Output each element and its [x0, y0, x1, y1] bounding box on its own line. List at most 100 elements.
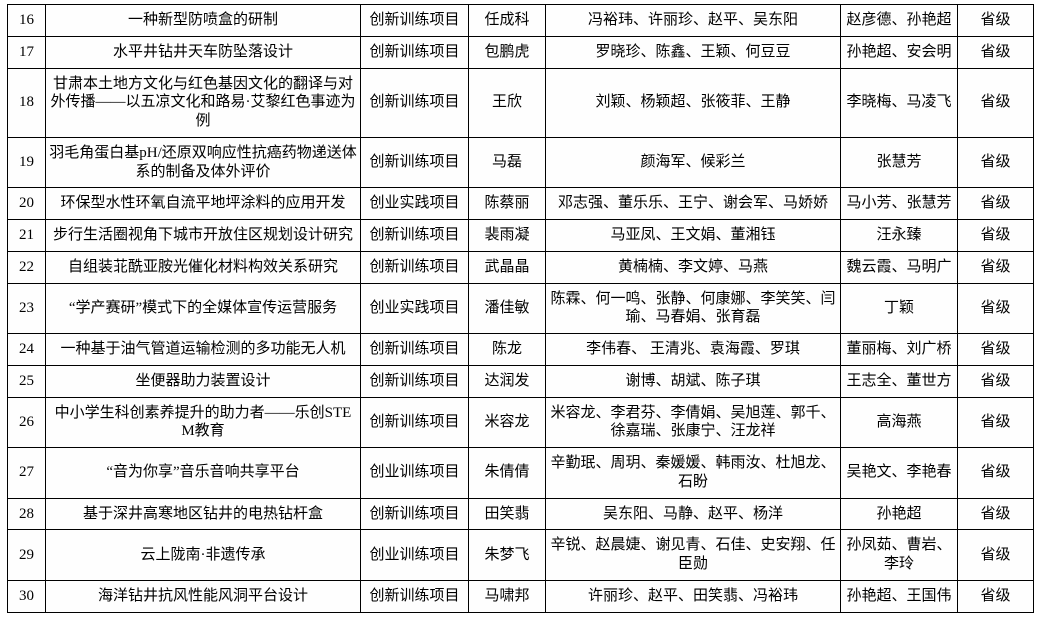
project-title-cell: 步行生活圈视角下城市开放住区规划设计研究	[45, 219, 361, 252]
project-advisors-cell: 马小芳、张慧芳	[840, 187, 958, 220]
table-row: 16 一种新型防喷盒的研制 创新训练项目 任成科 冯裕玮、许丽珍、赵平、吴东阳 赵彦德、孙…	[7, 4, 1034, 37]
row-number-cell: 27	[7, 447, 46, 499]
project-members-cell: 冯裕玮、许丽珍、赵平、吴东阳	[545, 4, 841, 37]
project-type-cell: 创新训练项目	[360, 219, 469, 252]
project-leader-cell: 陈龙	[468, 333, 546, 366]
project-leader-cell: 裴雨凝	[468, 219, 546, 252]
project-type-cell: 创新训练项目	[360, 136, 469, 189]
project-title-cell: 一种基于油气管道运输检测的多功能无人机	[45, 333, 361, 366]
project-leader-cell: 米容龙	[468, 396, 546, 448]
project-level-cell: 省级	[957, 4, 1034, 37]
table-row: 19 羽毛角蛋白基pH/还原双响应性抗癌药物递送体系的制备及体外评价 创新训练项目马…	[7, 136, 1034, 189]
project-leader-cell: 任成科	[468, 4, 546, 37]
project-advisors-cell: 王志全、董世方	[840, 364, 958, 398]
project-members-cell: 邓志强、董乐乐、王宁、谢会军、马娇娇	[545, 187, 841, 220]
project-members-cell: 马亚凤、王文娟、董湘钰	[545, 219, 841, 252]
project-type-cell: 创业训练项目	[360, 447, 469, 499]
project-type-cell: 创新训练项目	[360, 396, 469, 448]
project-members-cell: 米容龙、李君芬、李倩娟、吴旭莲、郭千、徐嘉瑞、张康宁、汪龙祥	[545, 396, 841, 448]
project-advisors-cell: 孙艳超、安会明	[840, 35, 958, 69]
table-row: 29 云上陇南·非遗传承 创业训练项目 朱梦飞 辛锐、赵晨婕、谢见青、石佳、史安翔、任臣…	[7, 529, 1034, 581]
project-advisors-cell: 高海燕	[840, 396, 958, 448]
project-members-cell: 刘颖、杨颖超、张筱菲、王静	[545, 67, 841, 138]
project-leader-cell: 包鹏虎	[468, 35, 546, 69]
row-number-cell: 23	[7, 282, 46, 334]
project-members-cell: 辛勤珉、周玥、秦媛媛、韩雨汝、杜旭龙、石盼	[545, 447, 841, 499]
projects-table-body: 16 一种新型防喷盒的研制 创新训练项目 任成科 冯裕玮、许丽珍、赵平、吴东阳 赵彦德、孙…	[7, 4, 1034, 613]
project-leader-cell: 朱倩倩	[468, 447, 546, 499]
project-members-cell: 吴东阳、马静、赵平、杨洋	[545, 497, 841, 531]
project-level-cell: 省级	[957, 187, 1034, 220]
project-type-cell: 创业实践项目	[360, 187, 469, 220]
project-level-cell: 省级	[957, 396, 1034, 448]
project-level-cell: 省级	[957, 364, 1034, 398]
project-advisors-cell: 孙凤茹、曹岩、李玲	[840, 529, 958, 581]
row-number-cell: 17	[7, 35, 46, 69]
project-leader-cell: 马磊	[468, 136, 546, 189]
project-advisors-cell: 吴艳文、李艳春	[840, 447, 958, 499]
project-type-cell: 创业训练项目	[360, 529, 469, 581]
project-title-cell: 甘肃本土地方文化与红色基因文化的翻译与对外传播——以五凉文化和路易·艾黎红色事迹…	[45, 67, 361, 138]
project-leader-cell: 陈蔡丽	[468, 187, 546, 220]
project-type-cell: 创新训练项目	[360, 333, 469, 366]
project-leader-cell: 潘佳敏	[468, 282, 546, 334]
project-title-cell: “学产赛研”模式下的全媒体宣传运营服务	[45, 282, 361, 334]
project-type-cell: 创新训练项目	[360, 67, 469, 138]
project-title-cell: 一种新型防喷盒的研制	[45, 4, 361, 37]
project-members-cell: 许丽珍、赵平、田笑翡、冯裕玮	[545, 579, 841, 613]
project-leader-cell: 朱梦飞	[468, 529, 546, 581]
project-title-cell: 自组装苝酰亚胺光催化材料构效关系研究	[45, 250, 361, 284]
project-advisors-cell: 李晓梅、马凌飞	[840, 67, 958, 138]
project-level-cell: 省级	[957, 67, 1034, 138]
project-advisors-cell: 张慧芳	[840, 136, 958, 189]
project-type-cell: 创新训练项目	[360, 497, 469, 531]
table-row: 25 坐便器助力装置设计 创新训练项目 达润发 谢博、胡斌、陈子琪 王志全、董世方 省级	[7, 364, 1034, 398]
row-number-cell: 22	[7, 250, 46, 284]
project-leader-cell: 马啸邦	[468, 579, 546, 613]
row-number-cell: 26	[7, 396, 46, 448]
project-advisors-cell: 丁颖	[840, 282, 958, 334]
table-row: 30 海洋钻井抗风性能风洞平台设计 创新训练项目 马啸邦 许丽珍、赵平、田笑翡、冯裕玮孙…	[7, 579, 1034, 613]
row-number-cell: 30	[7, 579, 46, 613]
table-row: 21 步行生活圈视角下城市开放住区规划设计研究 创新训练项目 裴雨凝 马亚凤、王文娟、董…	[7, 219, 1034, 252]
project-members-cell: 黄楠楠、李文婷、马燕	[545, 250, 841, 284]
project-type-cell: 创新训练项目	[360, 364, 469, 398]
project-leader-cell: 武晶晶	[468, 250, 546, 284]
row-number-cell: 24	[7, 333, 46, 366]
table-row: 17 水平井钻井天车防坠落设计 创新训练项目 包鹏虎 罗晓珍、陈鑫、王颖、何豆豆 孙艳超、…	[7, 35, 1034, 69]
row-number-cell: 21	[7, 219, 46, 252]
table-row: 24 一种基于油气管道运输检测的多功能无人机 创新训练项目 陈龙 李伟春、 王清兆、袁海…	[7, 333, 1034, 366]
project-title-cell: 羽毛角蛋白基pH/还原双响应性抗癌药物递送体系的制备及体外评价	[45, 136, 361, 189]
project-type-cell: 创新训练项目	[360, 35, 469, 69]
project-advisors-cell: 孙艳超、王国伟	[840, 579, 958, 613]
project-title-cell: 中小学生科创素养提升的助力者——乐创STEM教育	[45, 396, 361, 448]
project-title-cell: 坐便器助力装置设计	[45, 364, 361, 398]
project-advisors-cell: 孙艳超	[840, 497, 958, 531]
project-level-cell: 省级	[957, 282, 1034, 334]
table-row: 28 基于深井高寒地区钻井的电热钻杆盒 创新训练项目 田笑翡 吴东阳、马静、赵平、杨洋孙…	[7, 497, 1034, 531]
project-level-cell: 省级	[957, 250, 1034, 284]
project-leader-cell: 达润发	[468, 364, 546, 398]
table-row: 27 “音为你享”音乐音响共享平台 创业训练项目 朱倩倩 辛勤珉、周玥、秦媛媛、韩雨汝、…	[7, 447, 1034, 499]
row-number-cell: 20	[7, 187, 46, 220]
project-level-cell: 省级	[957, 136, 1034, 189]
project-members-cell: 辛锐、赵晨婕、谢见青、石佳、史安翔、任臣勋	[545, 529, 841, 581]
project-title-cell: 海洋钻井抗风性能风洞平台设计	[45, 579, 361, 613]
project-advisors-cell: 董丽梅、刘广桥	[840, 333, 958, 366]
project-level-cell: 省级	[957, 529, 1034, 581]
project-level-cell: 省级	[957, 447, 1034, 499]
row-number-cell: 18	[7, 67, 46, 138]
row-number-cell: 16	[7, 4, 46, 37]
row-number-cell: 25	[7, 364, 46, 398]
project-title-cell: 水平井钻井天车防坠落设计	[45, 35, 361, 69]
project-members-cell: 谢博、胡斌、陈子琪	[545, 364, 841, 398]
project-title-cell: 基于深井高寒地区钻井的电热钻杆盒	[45, 497, 361, 531]
project-leader-cell: 王欣	[468, 67, 546, 138]
project-members-cell: 李伟春、 王清兆、袁海霞、罗琪	[545, 333, 841, 366]
project-type-cell: 创业实践项目	[360, 282, 469, 334]
project-level-cell: 省级	[957, 35, 1034, 69]
table-row: 22 自组装苝酰亚胺光催化材料构效关系研究 创新训练项目 武晶晶 黄楠楠、李文婷、马燕魏…	[7, 250, 1034, 284]
table-row: 23 “学产赛研”模式下的全媒体宣传运营服务 创业实践项目 潘佳敏 陈霖、何一鸣、张静、…	[7, 282, 1034, 334]
project-leader-cell: 田笑翡	[468, 497, 546, 531]
